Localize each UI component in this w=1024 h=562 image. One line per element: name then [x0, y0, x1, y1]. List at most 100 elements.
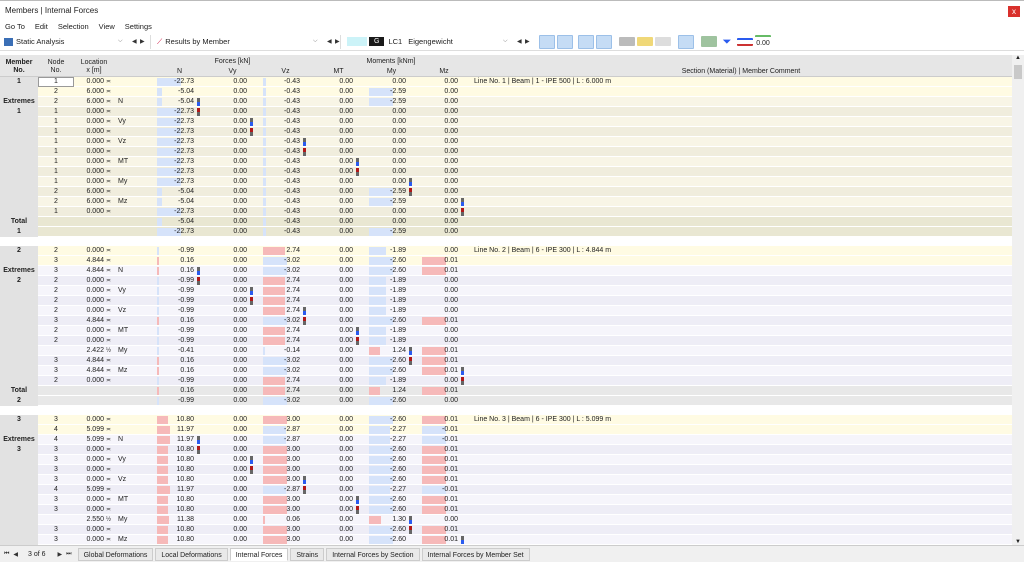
menu-edit[interactable]: Edit — [34, 22, 48, 31]
total-row[interactable]: 1 -22.73 0.00 -0.43 0.00 -2.59 0.00 — [0, 227, 1012, 237]
sort-columns-icon[interactable] — [737, 37, 753, 46]
value-bar — [157, 257, 159, 265]
table-row[interactable]: 3 0.000 ≍ 10.80 0.00 3.00 0.00 -2.60 0.01 — [0, 505, 1012, 515]
col-n[interactable]: N — [176, 68, 183, 75]
folder-icon[interactable] — [637, 37, 653, 46]
tab-global-deformations[interactable]: Global Deformations — [77, 547, 154, 561]
table-row[interactable]: 2 6.000 ≍ Mz -5.04 0.00 -0.43 0.00 -2.59 0.00 — [0, 197, 1012, 207]
table-row[interactable]: 1 0.000 ≍ -22.73 0.00 -0.43 0.00 0.00 0.00 — [0, 207, 1012, 217]
scroll-up-icon[interactable]: ▲ — [1015, 55, 1021, 61]
table-row[interactable]: 1 1 0.000 ≍ -22.73 0.00 -0.43 0.00 0.00 0.00 Line … — [0, 77, 1012, 87]
menu-view[interactable]: View — [98, 22, 115, 31]
table-row[interactable]: 2 6.000 ≍ -5.04 0.00 -0.43 0.00 -2.59 0.00 — [0, 187, 1012, 197]
vertical-scrollbar[interactable]: ▲ ▼ — [1012, 55, 1024, 545]
menu-settings[interactable]: Settings — [124, 22, 152, 31]
table-row[interactable]: 3 0.000 ≍ Vz 10.80 0.00 3.00 0.00 -2.60 0.01 — [0, 475, 1012, 485]
last-page-button[interactable]: ⏭ — [66, 550, 72, 557]
table-row[interactable]: 3 4.844 ≍ 0.16 0.00 -3.02 0.00 -2.60 0.01 — [0, 316, 1012, 326]
table-row[interactable]: 3 0.000 ≍ MT 10.80 0.00 3.00 0.00 -2.60 0.01 — [0, 495, 1012, 505]
col-member[interactable]: Member No. — [5, 59, 33, 74]
table-row[interactable]: 2 0.000 ≍ Vz -0.99 0.00 2.74 0.00 -1.89 0.00 — [0, 306, 1012, 316]
menu-selection[interactable]: Selection — [57, 22, 89, 31]
total-row[interactable]: Total 0.16 0.00 2.74 0.00 1.24 0.01 — [0, 386, 1012, 396]
table-row[interactable]: 3 4.844 ≍ Mz 0.16 0.00 -3.02 0.00 -2.60 0.01 — [0, 366, 1012, 376]
table-row[interactable]: 4 5.099 ≍ 11.97 0.00 -2.87 0.00 -2.27 -0.01 — [0, 485, 1012, 495]
next-page-button[interactable]: ▶ — [57, 551, 63, 558]
table-row[interactable]: 2 2 0.000 ≍ -0.99 0.00 2.74 0.00 -1.89 0.00 — [0, 276, 1012, 286]
table-row[interactable]: 2 0.000 ≍ -0.99 0.00 2.74 0.00 -1.89 0.00 — [0, 336, 1012, 346]
table-row[interactable]: 2 6.000 ≍ -5.04 0.00 -0.43 0.00 -2.59 0.00 — [0, 87, 1012, 97]
export-excel-icon[interactable] — [701, 36, 717, 47]
value-cell: 0.00 — [233, 168, 247, 175]
tab-internal-forces-by-member-set[interactable]: Internal Forces by Member Set — [421, 547, 530, 561]
tab-local-deformations[interactable]: Local Deformations — [155, 547, 228, 561]
col-mt[interactable]: MT — [333, 68, 344, 75]
col-comment[interactable]: Section (Material) | Member Comment — [681, 68, 801, 75]
table-row[interactable]: 3 4.844 ≍ 0.16 0.00 -3.02 0.00 -2.60 0.01 — [0, 356, 1012, 366]
table-row[interactable]: 1 0.000 ≍ -22.73 0.00 -0.43 0.00 0.00 0.00 — [0, 127, 1012, 137]
result-values-icon[interactable] — [596, 34, 612, 49]
table-row[interactable]: Extremes 2 6.000 ≍ N -5.04 0.00 -0.43 0.00 -2.59 0… — [0, 97, 1012, 107]
table-view-icon[interactable] — [619, 37, 635, 46]
next-results-button[interactable]: ▶ — [335, 39, 340, 45]
scroll-down-icon[interactable]: ▼ — [1015, 539, 1021, 545]
table-row[interactable]: Extremes 4 5.099 ≍ N 11.97 0.00 -2.87 0.00 -2.27 -… — [0, 435, 1012, 445]
table-row[interactable]: Extremes 3 4.844 ≍ N 0.16 0.00 -3.02 0.00 -2.60 0.… — [0, 266, 1012, 276]
table-row[interactable]: 4 5.099 ≍ 11.97 0.00 -2.87 0.00 -2.27 -0.01 — [0, 425, 1012, 435]
select-in-model-icon[interactable] — [539, 34, 555, 49]
table-row[interactable]: 2 0.000 ≍ MT -0.99 0.00 2.74 0.00 -1.89 0.00 — [0, 326, 1012, 336]
next-load-case-button[interactable]: ▶ — [525, 39, 530, 45]
value-bar — [157, 247, 159, 255]
extreme-type-label — [118, 256, 153, 266]
table-row[interactable]: 3 0.000 ≍ Mz 10.80 0.00 3.00 0.00 -2.60 0.01 — [0, 535, 1012, 545]
prev-analysis-button[interactable]: ◀ — [132, 39, 137, 45]
table-row[interactable]: 2.550 ½ My 11.38 0.00 0.06 0.00 1.30 0.00 — [0, 515, 1012, 525]
table-row[interactable]: 3 0.000 ≍ Vy 10.80 0.00 3.00 0.00 -2.60 0.01 — [0, 455, 1012, 465]
menu-go-to[interactable]: Go To — [5, 22, 25, 31]
table-row[interactable]: 2 0.000 ≍ -0.99 0.00 2.74 0.00 -1.89 0.00 — [0, 376, 1012, 386]
table-row[interactable]: 1 0.000 ≍ -22.73 0.00 -0.43 0.00 0.00 0.00 — [0, 167, 1012, 177]
col-node[interactable]: Node No. — [47, 59, 65, 74]
table-row[interactable]: 3 4.844 ≍ 0.16 0.00 -3.02 0.00 -2.60 0.01 — [0, 256, 1012, 266]
table-row[interactable]: 3 0.000 ≍ 10.80 0.00 3.00 0.00 -2.60 0.01 — [0, 525, 1012, 535]
col-vy[interactable]: Vy — [228, 68, 237, 75]
prev-load-case-button[interactable]: ◀ — [517, 39, 522, 45]
table-row[interactable]: 1 0.000 ≍ My -22.73 0.00 -0.43 0.00 0.00 0.00 — [0, 177, 1012, 187]
col-mz[interactable]: Mz — [439, 68, 449, 75]
col-my[interactable]: My — [386, 68, 397, 75]
result-diagram-icon[interactable] — [578, 34, 594, 49]
table-row[interactable]: 3 3 0.000 ≍ 10.80 0.00 3.00 0.00 -2.60 0.01 — [0, 445, 1012, 455]
next-analysis-button[interactable]: ▶ — [140, 39, 145, 45]
select-in-table-icon[interactable] — [557, 34, 573, 49]
member-view-icon[interactable] — [678, 34, 694, 49]
decimal-places-icon[interactable]: 0.00 — [755, 34, 771, 49]
tab-internal-forces[interactable]: Internal Forces — [229, 547, 289, 561]
table-row[interactable]: 2 0.000 ≍ -0.99 0.00 2.74 0.00 -1.89 0.00 — [0, 296, 1012, 306]
table-row[interactable]: 1 1 0.000 ≍ -22.73 0.00 -0.43 0.00 0.00 0.00 — [0, 107, 1012, 117]
prev-results-button[interactable]: ◀ — [327, 39, 332, 45]
table-row[interactable]: 2 2 0.000 ≍ -0.99 0.00 2.74 0.00 -1.89 0.00 Line N… — [0, 246, 1012, 256]
results-select[interactable]: ⟋ Results by Member ⌵ ◀ ▶ — [150, 34, 340, 49]
prev-page-button[interactable]: ◀ — [13, 551, 19, 558]
folder-disabled-icon[interactable] — [655, 37, 671, 46]
filter-icon[interactable]: ⏷ — [722, 35, 732, 48]
table-row[interactable]: 1 0.000 ≍ MT -22.73 0.00 -0.43 0.00 0.00 0.00 — [0, 157, 1012, 167]
table-row[interactable]: 1 0.000 ≍ Vz -22.73 0.00 -0.43 0.00 0.00 0.00 — [0, 137, 1012, 147]
table-row[interactable]: 1 0.000 ≍ Vy -22.73 0.00 -0.43 0.00 0.00 0.00 — [0, 117, 1012, 127]
table-row[interactable]: 1 0.000 ≍ -22.73 0.00 -0.43 0.00 0.00 0.00 — [0, 147, 1012, 157]
col-location[interactable]: Location x [m] — [80, 59, 108, 74]
analysis-select[interactable]: Static Analysis ⌵ ◀ ▶ — [0, 35, 150, 49]
table-row[interactable]: 2 0.000 ≍ Vy -0.99 0.00 2.74 0.00 -1.89 0.00 — [0, 286, 1012, 296]
tab-strains[interactable]: Strains — [290, 547, 325, 561]
tab-internal-forces-by-section[interactable]: Internal Forces by Section — [326, 547, 420, 561]
table-row[interactable]: 2.422 ½ My -0.41 0.00 -0.14 0.00 1.24 0.01 — [0, 346, 1012, 356]
table-row[interactable]: 3 0.000 ≍ 10.80 0.00 3.00 0.00 -2.60 0.01 — [0, 465, 1012, 475]
scrollbar-thumb[interactable] — [1014, 65, 1022, 79]
load-case-select[interactable]: G LC1 Eigengewicht ⌵ ◀ ▶ — [340, 34, 536, 49]
first-page-button[interactable]: ⏮ — [4, 550, 10, 557]
total-row[interactable]: 2 -0.99 0.00 -3.02 0.00 -2.60 0.00 — [0, 396, 1012, 406]
table-row[interactable]: 3 3 0.000 ≍ 10.80 0.00 3.00 0.00 -2.60 0.01 Line N… — [0, 415, 1012, 425]
total-row[interactable]: Total -5.04 0.00 -0.43 0.00 0.00 0.00 — [0, 217, 1012, 227]
col-vz[interactable]: Vz — [281, 68, 290, 75]
close-button[interactable]: x — [1008, 6, 1020, 17]
